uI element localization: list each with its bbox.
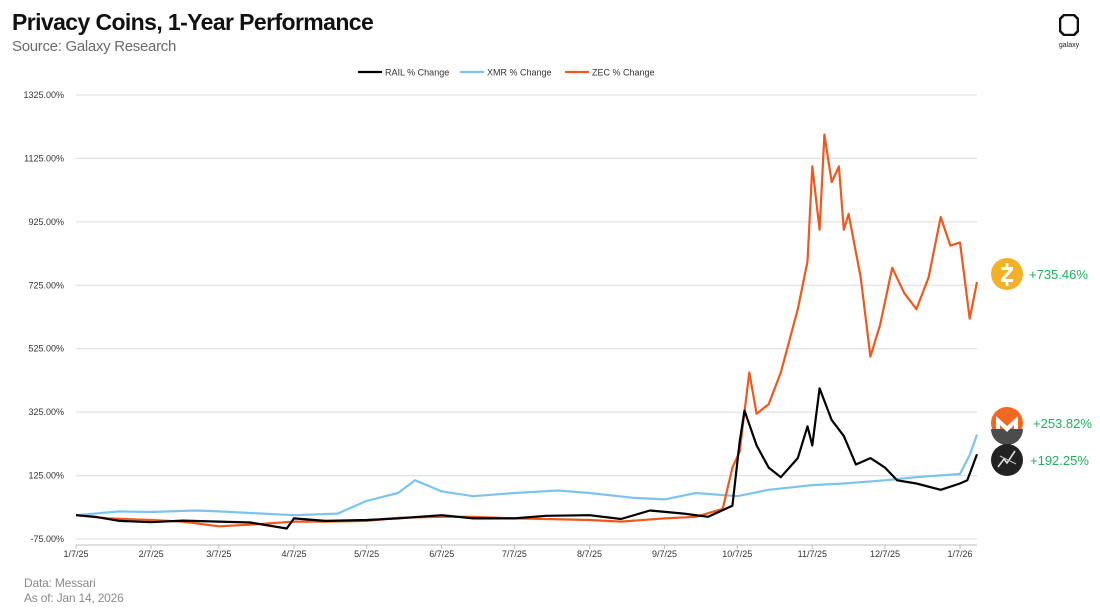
axis-ticks: 1325.00% 1125.00% 925.00% 725.00% 525.00% 325… [23, 90, 972, 559]
rail-end-label: +192.25% [1030, 453, 1089, 468]
y-tick-label: 1125.00% [24, 153, 64, 163]
as-of-note: As of: Jan 14, 2026 [24, 591, 124, 605]
series-lines [75, 133, 979, 530]
xmr-end-label: +253.82% [1033, 416, 1092, 431]
legend-entry: XMR % Change [487, 68, 552, 78]
end-icons [991, 258, 1023, 476]
data-source-note: Data: Messari [24, 576, 96, 590]
legend: RAIL % Change XMR % Change ZEC % Change [358, 68, 655, 78]
zec-series-line [75, 133, 979, 528]
y-tick-label: 1325.00% [23, 90, 64, 100]
xmr-series-line [75, 434, 979, 517]
galaxy-logo-icon [1058, 13, 1080, 37]
chart-title: Privacy Coins, 1-Year Performance [12, 9, 374, 35]
y-tick-label: -75.00% [30, 534, 64, 544]
x-tick-label: 5/7/25 [354, 549, 379, 559]
y-tick-label: 325.00% [28, 407, 64, 417]
brand-label: galaxy [1058, 42, 1080, 49]
brand-logo: galaxy [1052, 13, 1086, 49]
x-tick-label: 7/7/25 [502, 549, 527, 559]
railgun-logo-icon [991, 444, 1023, 476]
rail-series-line [75, 387, 979, 530]
legend-entry: RAIL % Change [385, 68, 449, 78]
y-tick-label: 525.00% [28, 344, 64, 354]
zcash-logo-icon [991, 258, 1023, 290]
monero-logo-icon [991, 407, 1023, 445]
zec-end-label: +735.46% [1029, 267, 1088, 282]
x-tick-label: 11/7/25 [798, 549, 827, 559]
x-tick-label: 9/7/25 [652, 549, 677, 559]
x-tick-label: 3/7/25 [206, 549, 231, 559]
x-tick-label: 2/7/25 [139, 549, 164, 559]
x-tick-label: 8/7/25 [577, 549, 602, 559]
y-tick-label: 125.00% [28, 471, 64, 481]
grid-lines [75, 94, 977, 549]
y-tick-label: 725.00% [28, 280, 64, 290]
chart-subtitle: Source: Galaxy Research [12, 38, 177, 55]
y-tick-label: 925.00% [28, 217, 64, 227]
x-tick-label: 12/7/25 [870, 549, 900, 559]
x-tick-label: 10/7/25 [722, 549, 752, 559]
x-tick-label: 4/7/25 [281, 549, 306, 559]
x-tick-label: 1/7/26 [948, 549, 973, 559]
end-labels: +192.25% +253.82% +735.46% [1029, 267, 1092, 468]
legend-entry: ZEC % Change [592, 68, 655, 78]
x-tick-label: 1/7/25 [63, 549, 88, 559]
x-tick-label: 6/7/25 [429, 549, 454, 559]
